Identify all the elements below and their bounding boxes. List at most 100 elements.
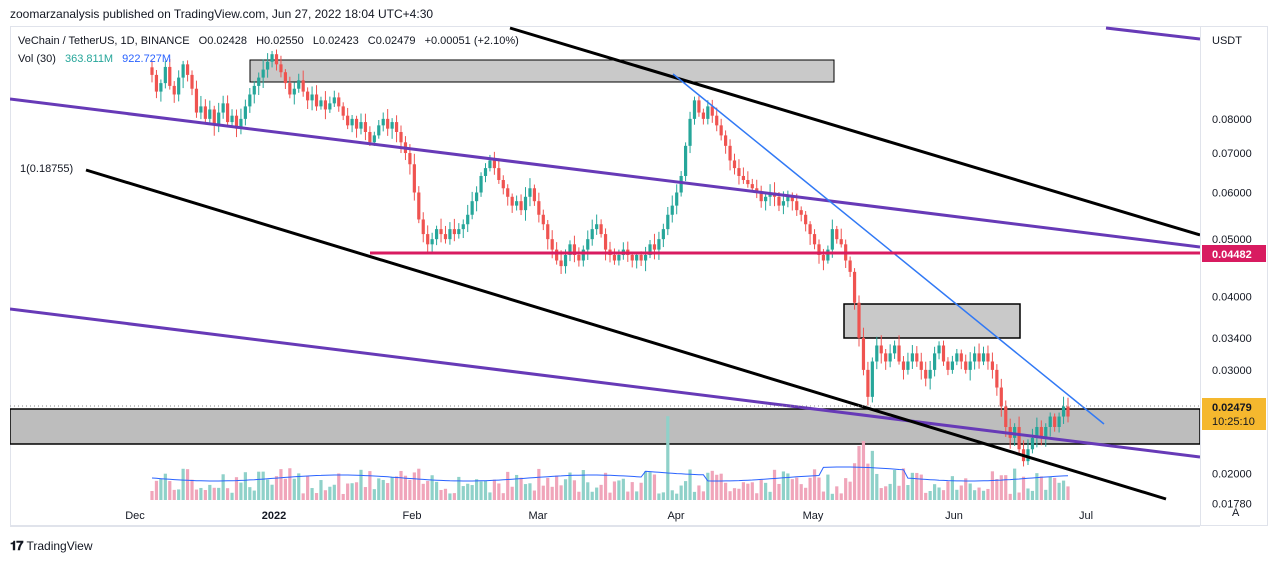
candle-body bbox=[999, 387, 1003, 407]
volume-bar bbox=[768, 491, 772, 500]
candle-body bbox=[252, 85, 256, 95]
volume-bar bbox=[279, 469, 283, 500]
volume-bar bbox=[1030, 490, 1035, 500]
volume-bar bbox=[452, 493, 456, 500]
volume-bar bbox=[523, 484, 528, 500]
candle-body bbox=[172, 85, 176, 95]
volume-bar bbox=[781, 471, 786, 500]
candle-body bbox=[434, 229, 439, 240]
candle-body bbox=[301, 80, 305, 92]
candle-body bbox=[790, 196, 794, 202]
volume-bar bbox=[394, 476, 399, 500]
symbol-legend: VeChain / TetherUS, 1D, BINANCE O0.02428… bbox=[18, 35, 525, 47]
volume-bar bbox=[959, 485, 963, 500]
volume-bar bbox=[292, 478, 296, 500]
volume-label: Vol (30) bbox=[18, 53, 56, 65]
candle-body bbox=[599, 224, 603, 235]
volume-bar bbox=[719, 473, 723, 500]
candle-body bbox=[710, 106, 714, 116]
volume-bar bbox=[461, 486, 465, 500]
candle-body bbox=[150, 67, 154, 75]
volume-bar bbox=[283, 478, 287, 500]
candle-body bbox=[492, 160, 496, 169]
candle-body bbox=[639, 254, 643, 261]
chart-frame[interactable] bbox=[10, 26, 1268, 526]
candle-body bbox=[212, 109, 216, 126]
volume-bar bbox=[261, 471, 265, 500]
volume-bar bbox=[821, 491, 826, 500]
candle-body bbox=[430, 239, 434, 245]
candle-body bbox=[964, 361, 968, 370]
volume-bar bbox=[679, 485, 683, 500]
candle-body bbox=[332, 97, 336, 104]
volume-bar bbox=[648, 472, 652, 500]
candle-body bbox=[555, 249, 559, 261]
volume-bar bbox=[635, 491, 639, 500]
channel-line-lower bbox=[10, 307, 1200, 459]
candle-body bbox=[288, 83, 292, 95]
volume-bar bbox=[715, 474, 719, 500]
candle-body bbox=[661, 229, 665, 240]
auto-scale-button[interactable]: A bbox=[1232, 507, 1240, 519]
volume-bar bbox=[755, 493, 759, 500]
candle-body bbox=[1013, 426, 1017, 438]
volume-bar bbox=[208, 484, 212, 500]
volume-bar bbox=[599, 484, 603, 500]
candle-body bbox=[786, 196, 790, 202]
volume-bar bbox=[866, 463, 870, 500]
candle-body bbox=[630, 254, 634, 261]
volume-bar bbox=[941, 490, 946, 500]
y-tick-label: 0.04000 bbox=[1212, 291, 1252, 303]
candle-body bbox=[1066, 406, 1070, 417]
candle-body bbox=[683, 145, 688, 176]
volume-bar bbox=[350, 483, 354, 500]
candle-body bbox=[1017, 426, 1021, 450]
volume-bar bbox=[1021, 476, 1026, 500]
volume-bar bbox=[590, 491, 594, 500]
volume-bar bbox=[506, 471, 510, 500]
volume-value: 363.811M bbox=[64, 53, 114, 65]
y-tick-label: 0.08000 bbox=[1212, 114, 1252, 126]
volume-bar bbox=[510, 486, 514, 500]
volume-bar bbox=[328, 486, 332, 500]
candle-body bbox=[1030, 437, 1035, 450]
volume-bar bbox=[915, 472, 919, 500]
candle-body bbox=[341, 106, 345, 116]
volume-bar bbox=[804, 487, 808, 500]
time-axis-divider bbox=[10, 526, 1200, 527]
axis-unit-label[interactable]: USDT bbox=[1212, 35, 1242, 47]
candle-body bbox=[292, 88, 296, 95]
price-badge bbox=[1202, 398, 1266, 430]
price-axis-divider bbox=[1200, 26, 1201, 526]
volume-bar bbox=[839, 493, 843, 500]
candle-body bbox=[919, 361, 923, 370]
publisher-line: zoomarzanalysis published on TradingView… bbox=[10, 7, 434, 21]
y-tick-label: 0.05000 bbox=[1212, 234, 1252, 246]
candle-body bbox=[519, 201, 523, 211]
candle-body bbox=[306, 91, 310, 101]
candle-body bbox=[559, 260, 563, 267]
y-tick-label: 0.06000 bbox=[1212, 187, 1252, 199]
volume-bar bbox=[777, 483, 781, 500]
volume-bar bbox=[363, 487, 368, 500]
candle-body bbox=[715, 115, 719, 126]
volume-bar bbox=[639, 482, 643, 500]
candle-body bbox=[648, 244, 652, 255]
tradingview-logo[interactable]: 𝟏𝟕 TradingView bbox=[10, 538, 93, 554]
candle-body bbox=[955, 353, 959, 362]
candle-body bbox=[323, 100, 328, 110]
x-tick-label: 2022 bbox=[262, 510, 286, 522]
volume-bar bbox=[239, 482, 243, 500]
volume-bar bbox=[572, 480, 577, 500]
candle-body bbox=[679, 175, 683, 193]
candle-body bbox=[915, 353, 919, 362]
supply-zone-mid bbox=[843, 303, 1021, 339]
volume-bar bbox=[657, 493, 661, 500]
volume-bar bbox=[252, 490, 256, 500]
candle-body bbox=[799, 210, 803, 215]
volume-bar bbox=[257, 471, 261, 500]
candle-body bbox=[706, 106, 710, 119]
volume-bar bbox=[844, 478, 848, 500]
volume-bar bbox=[643, 471, 648, 500]
